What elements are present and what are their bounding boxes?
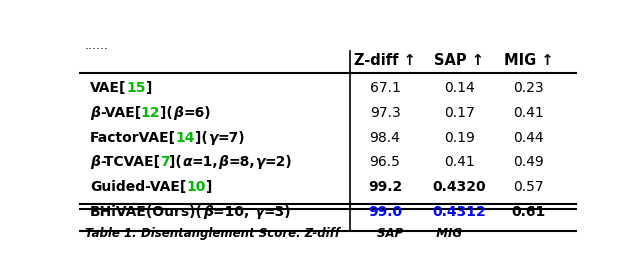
Text: 0.57: 0.57 [513, 180, 544, 194]
Text: -TCVAE[: -TCVAE[ [100, 155, 160, 169]
Text: α: α [182, 155, 191, 169]
Text: 0.4320: 0.4320 [433, 180, 486, 194]
Text: =2): =2) [264, 155, 292, 169]
Text: ......: ...... [85, 39, 109, 52]
Text: 0.14: 0.14 [444, 81, 475, 95]
Text: γ: γ [254, 205, 263, 219]
Text: =8,: =8, [228, 155, 255, 169]
Text: 67.1: 67.1 [370, 81, 401, 95]
Text: -VAE[: -VAE[ [100, 106, 141, 120]
Text: ](: ]( [195, 131, 208, 145]
Text: 97.3: 97.3 [370, 106, 401, 120]
Text: 7: 7 [160, 155, 170, 169]
Text: 0.41: 0.41 [444, 155, 475, 169]
Text: BHiVAE(Ours)(: BHiVAE(Ours)( [90, 205, 203, 219]
Text: =7): =7) [218, 131, 245, 145]
Text: 15: 15 [126, 81, 146, 95]
Text: 14: 14 [176, 131, 195, 145]
Text: γ: γ [208, 131, 218, 145]
Text: ](: ]( [170, 155, 182, 169]
Text: γ: γ [255, 155, 264, 169]
Text: 0.41: 0.41 [513, 106, 544, 120]
Text: =3): =3) [263, 205, 291, 219]
Text: =6): =6) [183, 106, 211, 120]
Text: 10: 10 [186, 180, 205, 194]
Text: VAE[: VAE[ [90, 81, 126, 95]
Text: ](: ]( [161, 106, 173, 120]
Text: β: β [218, 155, 228, 169]
Text: 0.61: 0.61 [512, 205, 546, 219]
Text: 98.4: 98.4 [370, 131, 401, 145]
Text: 99.2: 99.2 [368, 180, 402, 194]
Text: β: β [173, 106, 183, 120]
Text: β: β [90, 106, 100, 120]
Text: ]: ] [205, 180, 212, 194]
Text: 0.23: 0.23 [513, 81, 544, 95]
Text: FactorVAE[: FactorVAE[ [90, 131, 176, 145]
Text: β: β [90, 155, 100, 169]
Text: 99.0: 99.0 [368, 205, 402, 219]
Text: 0.44: 0.44 [513, 131, 544, 145]
Text: 0.4312: 0.4312 [433, 205, 486, 219]
Text: 12: 12 [141, 106, 161, 120]
Text: Guided-VAE[: Guided-VAE[ [90, 180, 186, 194]
Text: 0.19: 0.19 [444, 131, 475, 145]
Text: 0.17: 0.17 [444, 106, 475, 120]
Text: ]: ] [146, 81, 152, 95]
Text: 0.49: 0.49 [513, 155, 544, 169]
Text: =1,: =1, [191, 155, 218, 169]
Text: Z-diff ↑: Z-diff ↑ [354, 53, 416, 69]
Text: SAP ↑: SAP ↑ [435, 53, 484, 69]
Text: MIG ↑: MIG ↑ [504, 53, 554, 69]
Text: =10,: =10, [212, 205, 254, 219]
Text: β: β [203, 205, 212, 219]
Text: 96.5: 96.5 [370, 155, 401, 169]
Text: Table 1: Disentanglement Score. Z-diff         SAP        MIG: Table 1: Disentanglement Score. Z-diff S… [85, 227, 462, 240]
